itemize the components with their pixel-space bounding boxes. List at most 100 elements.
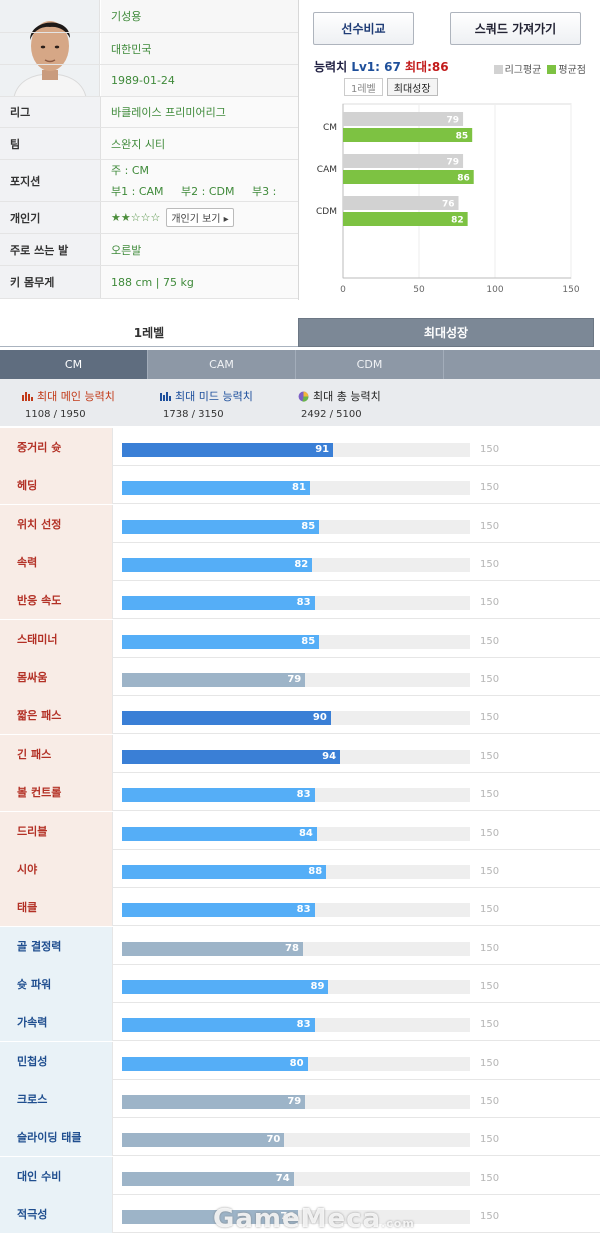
stat-bar-track: 85 <box>122 519 470 534</box>
stat-bar: 83 <box>122 903 315 918</box>
body-row: 키 몸무게 188 cm | 75 kg <box>0 266 298 299</box>
tab-cam[interactable]: CAM <box>148 350 296 379</box>
legend-avg-score: 평균점 <box>547 61 586 76</box>
foot-label: 주로 쓰는 발 <box>0 234 101 265</box>
stat-bar-track: 78 <box>122 941 470 956</box>
stat-label: 볼 컨트롤 <box>0 773 113 812</box>
stat-bar: 70 <box>122 1133 285 1148</box>
stat-bar: 83 <box>122 788 315 803</box>
position-subs: 부1 : CAM 부2 : CDM 부3 : <box>111 183 290 199</box>
stat-value: 83 <box>296 1019 311 1031</box>
summary-main-label: 최대 메인 능력치 <box>37 390 115 403</box>
stat-bar-track: 79 <box>122 1094 470 1109</box>
legend-league-avg: 리그평균 <box>493 61 542 76</box>
stat-max: 150 <box>480 827 500 839</box>
stat-label: 가속력 <box>0 1003 113 1042</box>
stat-value: 91 <box>315 444 330 455</box>
stat-bar-track: 84 <box>122 826 470 841</box>
position-sub2: 부2 : CDM <box>181 185 235 198</box>
stat-value: 76 <box>280 1211 295 1222</box>
stat-max: 150 <box>480 1134 500 1146</box>
level-tabs: 1레벨 최대성장 <box>0 318 600 348</box>
stat-value: 83 <box>296 789 311 801</box>
tab-cdm[interactable]: CDM <box>296 350 444 379</box>
chart-data-label: 79 <box>447 158 460 168</box>
chart-tick-label: 50 <box>413 285 425 295</box>
tab-level1[interactable]: 1레벨 <box>0 318 298 347</box>
watermark-logo: GameMeca.com <box>213 1204 415 1234</box>
mini-tab-level1[interactable]: 1레벨 <box>344 78 383 96</box>
tab-empty <box>444 350 600 379</box>
stat-bar: 79 <box>122 1094 306 1109</box>
foot-row: 주로 쓰는 발 오른발 <box>0 234 298 266</box>
team-value[interactable]: 스완지 시티 <box>101 128 298 159</box>
tab-max-growth[interactable]: 최대성장 <box>298 318 594 347</box>
stat-value: 78 <box>285 942 299 954</box>
player-photo <box>0 0 100 97</box>
skill-stars: ★★☆☆☆ <box>111 211 161 224</box>
watermark-suffix: .com <box>381 1217 415 1230</box>
compare-button[interactable]: 선수비교 <box>313 12 414 45</box>
watermark-text: GameMeca <box>213 1204 382 1234</box>
stat-row: 몸싸움 79 150 <box>0 658 600 697</box>
chart-tick-label: 100 <box>486 285 503 295</box>
stat-label: 민첩성 <box>0 1041 113 1080</box>
team-label: 팀 <box>0 128 101 159</box>
position-sub1: 부1 : CAM <box>111 185 164 198</box>
stat-label: 드리블 <box>0 811 113 850</box>
stat-row: 대인 수비 74 150 <box>0 1156 600 1195</box>
stat-row: 슛 파워 89 150 <box>0 964 600 1003</box>
stat-label: 중거리 슛 <box>0 428 113 466</box>
stat-bar-track: 83 <box>122 788 470 803</box>
stat-bar-track: 80 <box>122 1056 470 1071</box>
stat-value: 80 <box>289 1057 304 1069</box>
stat-bar: 94 <box>122 749 341 764</box>
legend-label: 리그평균 <box>504 65 542 76</box>
league-value[interactable]: 바클레이스 프리미어리그 <box>101 97 298 127</box>
stat-max: 150 <box>480 674 500 686</box>
stat-label: 몸싸움 <box>0 658 113 697</box>
stat-label: 태클 <box>0 888 113 927</box>
stat-label: 반응 속도 <box>0 581 113 620</box>
stat-value: 79 <box>287 1095 302 1107</box>
player-name: 기성용 <box>101 0 298 32</box>
stat-max: 150 <box>480 1095 500 1107</box>
mini-tab-max[interactable]: 최대성장 <box>386 78 438 96</box>
pie-chart-icon <box>298 391 309 402</box>
summary-mid: 최대 미드 능력치 1738 / 3150 <box>160 388 253 420</box>
stat-row: 슬라이딩 태클 70 150 <box>0 1118 600 1157</box>
summary-mid-value: 1738 / 3150 <box>163 409 224 420</box>
stat-row: 짧은 패스 90 150 <box>0 696 600 735</box>
stat-max: 150 <box>480 1057 500 1069</box>
stat-row: 볼 컨트롤 83 150 <box>0 773 600 812</box>
tab-cm[interactable]: CM <box>0 350 148 379</box>
stat-bar: 82 <box>122 558 313 573</box>
body-value: 188 cm | 75 kg <box>101 266 298 298</box>
stat-max: 150 <box>480 1019 500 1031</box>
summary-total-label: 최대 총 능력치 <box>313 390 381 403</box>
stat-max: 150 <box>480 789 500 801</box>
squad-button[interactable]: 스쿼드 가져가기 <box>450 12 581 45</box>
stat-value: 94 <box>322 750 337 762</box>
stat-label: 속력 <box>0 543 113 582</box>
stat-label: 슬라이딩 태클 <box>0 1118 113 1157</box>
stat-value: 82 <box>294 559 309 571</box>
stat-label: 위치 선정 <box>0 504 113 543</box>
bar-chart-icon <box>22 392 33 401</box>
stat-max: 150 <box>480 942 500 954</box>
stat-bar-track: 85 <box>122 634 470 649</box>
stat-row: 민첩성 80 150 <box>0 1041 600 1080</box>
stat-label: 크로스 <box>0 1079 113 1118</box>
stat-label: 골 결정력 <box>0 926 113 965</box>
stat-value: 85 <box>301 635 316 647</box>
legend-label: 평균점 <box>558 65 586 76</box>
stat-row: 속력 82 150 <box>0 543 600 582</box>
player-birth: 1989-01-24 <box>101 65 298 96</box>
skill-view-button[interactable]: 개인기 보기 ▸ <box>166 208 234 227</box>
stat-bar: 74 <box>122 1171 294 1186</box>
stat-bar-track: 76 <box>122 1210 470 1224</box>
stat-bar-track: 91 <box>122 443 470 457</box>
stat-max: 150 <box>480 635 500 647</box>
stat-bar: 79 <box>122 673 306 688</box>
stat-max: 150 <box>480 559 500 571</box>
